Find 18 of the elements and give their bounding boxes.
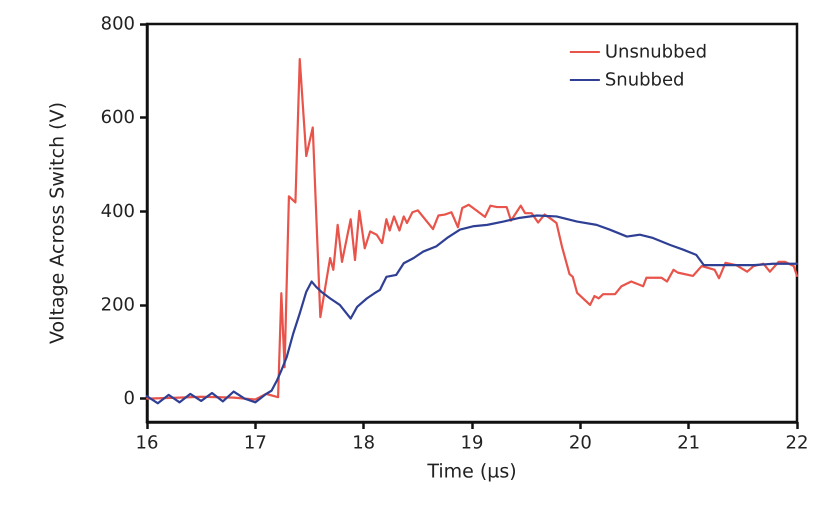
- y-tick-label: 200: [100, 294, 135, 316]
- x-tick-label: 20: [568, 432, 592, 454]
- x-axis-title: Time (μs): [426, 460, 517, 482]
- line-series: [146, 58, 798, 401]
- y-axis-title: Voltage Across Switch (V): [46, 102, 68, 344]
- x-tick-label: 19: [460, 432, 484, 454]
- x-tick-label: 22: [786, 432, 808, 454]
- line-series: [146, 214, 798, 404]
- y-tick-label: 600: [100, 107, 135, 128]
- y-tick-label: 0: [124, 388, 135, 410]
- legend-label: Unsnubbed: [604, 42, 708, 62]
- x-tick-label: 18: [352, 432, 376, 454]
- x-tick-label: 16: [136, 432, 158, 454]
- x-tick-label: 21: [677, 432, 700, 454]
- y-tick-label: 800: [100, 14, 135, 34]
- x-tick-label: 17: [244, 432, 267, 454]
- y-tick-label: 400: [100, 200, 135, 222]
- legend-label: Snubbed: [604, 70, 684, 90]
